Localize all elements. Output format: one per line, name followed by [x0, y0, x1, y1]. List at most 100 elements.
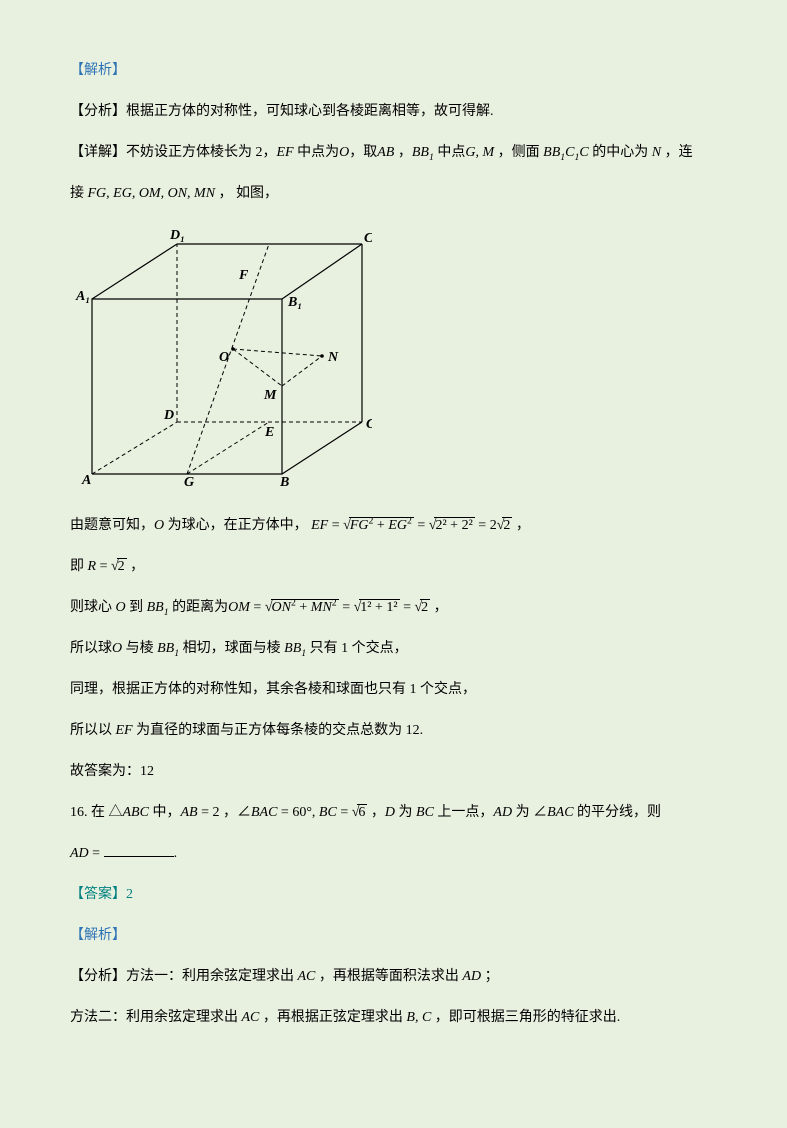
analysis-heading: 【解析】	[70, 60, 717, 81]
label-C1: C₁	[364, 231, 372, 246]
equals: =	[89, 846, 104, 861]
equals: =	[339, 600, 354, 615]
sqrt-6: 6	[352, 802, 368, 823]
text: 为	[395, 805, 416, 820]
equals: =	[400, 600, 415, 615]
label-D: D	[163, 408, 174, 423]
label-A: A	[81, 473, 91, 486]
label-E: E	[264, 425, 274, 440]
label-B: B	[279, 475, 289, 486]
var-BB1: BB1	[412, 145, 434, 160]
coef-2: 2	[490, 518, 497, 533]
label-F: F	[238, 268, 249, 283]
analysis-intro: 【分析】根据正方体的对称性，可知球心到各棱距离相等，故可得解.	[70, 101, 717, 122]
text: 为直径的球面与正方体每条棱的交点总数为 12.	[133, 723, 424, 738]
line-EF-formula: 由题意可知，O 为球心，在正方体中， EF = FG2 + EG2 = 2² +…	[70, 515, 717, 536]
label-C: C	[366, 417, 372, 432]
var-BB1C1C: BB1C1C	[543, 145, 589, 160]
line-R: 即 R = 2 ，	[70, 556, 717, 577]
text: 的距离为	[169, 600, 229, 615]
cube-diagram: A B C D A₁ B₁ C₁ D₁ E F G M N O	[72, 224, 717, 493]
edge-AD-dash	[92, 422, 177, 474]
method-1: 【分析】方法一：利用余弦定理求出 AC ，再根据等面积法求出 AD ；	[70, 966, 717, 987]
text: ，∠	[219, 805, 251, 820]
text: ，侧面	[494, 145, 543, 160]
var-ABC: ABC	[123, 805, 149, 820]
var-AD: AD	[493, 805, 512, 820]
text: 的中心为	[589, 145, 652, 160]
var-R: R	[88, 559, 97, 574]
line-OM: 则球心 O 到 BB1 的距离为OM = ON2 + MN2 = 1² + 1²…	[70, 597, 717, 618]
label-G: G	[184, 475, 194, 486]
point-O	[231, 347, 235, 351]
text: ，再根据等面积法求出	[315, 969, 462, 984]
sqrt-2: 2² + 2²	[429, 515, 475, 536]
var-N: N	[652, 145, 661, 160]
var-BC: BC	[319, 805, 337, 820]
sqrt-OM1: ON2 + MN2	[265, 597, 339, 618]
var-EF: EF	[277, 145, 294, 160]
var-AC: AC	[242, 1010, 260, 1025]
text: 即	[70, 559, 88, 574]
var-AD: AD	[462, 969, 481, 984]
text: 所以以	[70, 723, 116, 738]
label-D1: D₁	[169, 228, 185, 243]
text: 【详解】不妨设正方体棱长为 2，	[70, 145, 277, 160]
var-AB: AB	[377, 145, 394, 160]
equals: =	[337, 805, 352, 820]
text: 【分析】方法一：利用余弦定理求出	[70, 969, 298, 984]
var-BB1: BB1	[157, 641, 179, 656]
seg-OM-dash	[233, 349, 282, 386]
seg-ON-dash	[233, 349, 322, 356]
edge-B1C1	[282, 244, 362, 299]
answer-heading: 【答案】2	[70, 884, 717, 905]
text: ，再根据正弦定理求出	[259, 1010, 406, 1025]
text: ；	[481, 969, 499, 984]
var-EF: EF	[311, 518, 328, 533]
var-D: D	[385, 805, 395, 820]
answer-blank	[104, 843, 174, 857]
text: 到	[126, 600, 147, 615]
label-M: M	[263, 388, 277, 403]
line-tangent: 所以球O 与棱 BB1 相切，球面与棱 BB1 只有 1 个交点，	[70, 638, 717, 659]
AD-blank: AD = .	[70, 843, 717, 864]
text: ，	[127, 559, 145, 574]
text: ，	[512, 518, 530, 533]
var-BC: BC	[416, 805, 434, 820]
sqrt-R: 2	[111, 556, 127, 577]
label-O: O	[219, 350, 229, 365]
text: 相切，球面与棱	[179, 641, 284, 656]
text: 只有 1 个交点，	[306, 641, 408, 656]
detailed-solution-2: 接 FG, EG, OM, ON, MN ， 如图，	[70, 183, 717, 204]
var-EF: EF	[116, 723, 133, 738]
text: ， 如图，	[215, 186, 278, 201]
text: 所以球	[70, 641, 112, 656]
var-O: O	[339, 145, 349, 160]
eq2: = 2	[198, 805, 220, 820]
text: ，即可根据三角形的特征求出.	[431, 1010, 620, 1025]
var-BB1: BB1	[147, 600, 169, 615]
label-B1: B₁	[287, 295, 302, 310]
equals: =	[414, 518, 429, 533]
var-list: FG, EG, OM, ON, MN	[88, 186, 216, 201]
var-GM: G, M	[465, 145, 494, 160]
final-answer-12: 故答案为：12	[70, 761, 717, 782]
text: ，	[430, 600, 448, 615]
analysis-heading-2: 【解析】	[70, 925, 717, 946]
question-16: 16. 在 △ABC 中，AB = 2 ，∠BAC = 60°, BC = 6 …	[70, 802, 717, 823]
text: 中，	[149, 805, 181, 820]
method-2: 方法二：利用余弦定理求出 AC ，再根据正弦定理求出 B, C ，即可根据三角形…	[70, 1007, 717, 1028]
seg-MN-dash	[282, 356, 322, 386]
var-AD: AD	[70, 846, 89, 861]
sqrt-OM3: 2	[414, 597, 430, 618]
text: 中点为	[294, 145, 340, 160]
text: 接	[70, 186, 88, 201]
var-BC: B, C	[406, 1010, 431, 1025]
equals: =	[250, 600, 265, 615]
var-O: O	[112, 641, 122, 656]
eq60: = 60°,	[277, 805, 319, 820]
text: ，	[367, 805, 385, 820]
sqrt-1: FG2 + EG2	[343, 515, 414, 536]
var-O: O	[154, 518, 164, 533]
label-N: N	[327, 350, 339, 365]
